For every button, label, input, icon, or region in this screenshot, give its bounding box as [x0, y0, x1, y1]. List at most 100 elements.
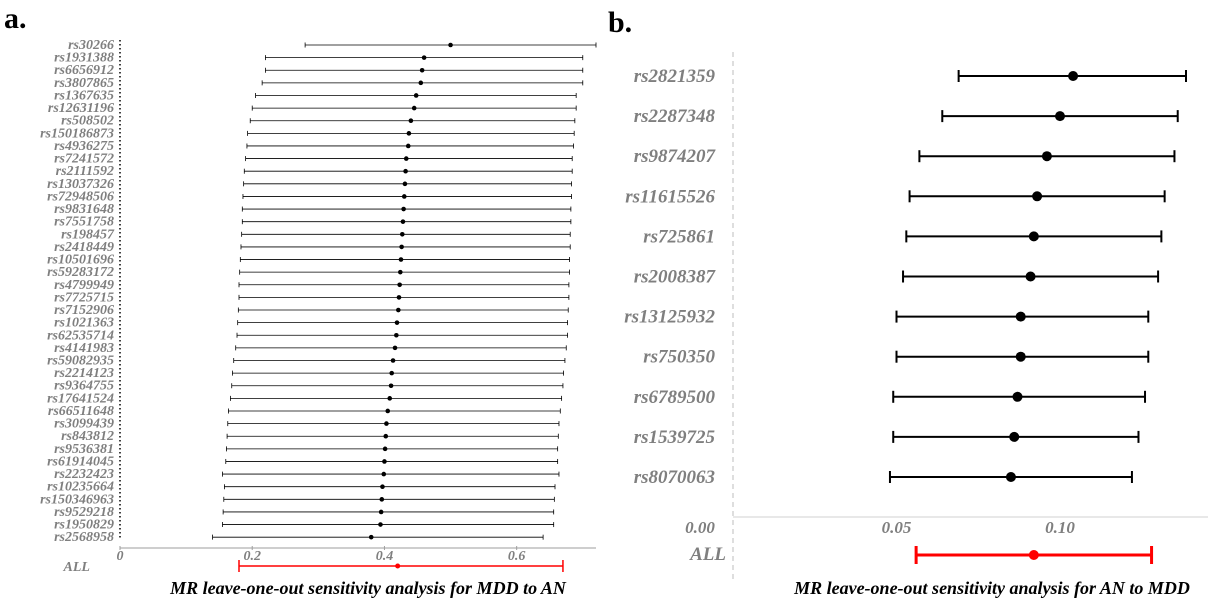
estimate-point	[378, 522, 383, 527]
estimate-point	[383, 433, 389, 439]
estimate-point	[398, 257, 404, 262]
ci-row	[223, 496, 555, 502]
estimate-point	[408, 118, 414, 124]
ci-row	[235, 345, 567, 351]
ci-row	[231, 370, 565, 376]
panel-b-letter: b.	[608, 6, 632, 39]
estimate-point	[1028, 231, 1039, 242]
snp-label: rs750350	[643, 347, 715, 368]
estimate-point	[1025, 271, 1036, 282]
estimate-point	[1068, 71, 1079, 81]
snp-label: rs1021363	[54, 316, 114, 331]
snp-label: rs2418449	[54, 240, 114, 255]
estimate-point	[405, 143, 411, 149]
estimate-point	[399, 232, 405, 237]
estimate-point	[1015, 351, 1026, 362]
overall-estimate-point	[1028, 550, 1039, 560]
overall-ci	[238, 560, 564, 572]
ci-row	[239, 269, 570, 275]
estimate-point	[1055, 111, 1065, 122]
ci-row	[226, 433, 559, 439]
estimate-point	[1032, 191, 1043, 202]
snp-label: rs725861	[643, 226, 715, 247]
estimate-point	[1005, 472, 1016, 482]
snp-label: rs7152906	[54, 303, 114, 318]
snp-label: rs59082935	[47, 354, 114, 369]
ci-row	[233, 358, 566, 363]
snp-label: rs61914045	[47, 454, 114, 469]
ci-row	[251, 105, 577, 111]
snp-label: rs150346963	[40, 492, 114, 507]
snp-label: rs9529218	[54, 505, 114, 520]
estimate-point	[400, 219, 406, 224]
snp-label: rs1539725	[634, 427, 716, 448]
ci-row	[892, 390, 1147, 403]
ci-row	[241, 219, 572, 225]
snp-label: rs150186873	[40, 126, 114, 141]
ci-row	[237, 307, 569, 313]
x-tick-label: 0.4	[376, 549, 394, 564]
panel-a-letter: a.	[4, 2, 27, 35]
ci-row	[247, 130, 575, 136]
snp-label: rs9536381	[54, 442, 114, 457]
ci-row	[895, 350, 1150, 363]
snp-label: rs9364755	[54, 379, 114, 394]
estimate-point	[378, 509, 384, 515]
snp-label: rs1367635	[54, 88, 114, 103]
ci-row	[265, 67, 584, 73]
snp-label: rs62535714	[47, 328, 114, 343]
estimate-point	[411, 105, 417, 111]
panel-b-caption: MR leave-one-out sensitivity analysis fo…	[793, 578, 1190, 598]
ci-row	[941, 110, 1179, 123]
ci-row	[888, 471, 1133, 483]
ci-row	[237, 320, 568, 326]
ci-row	[905, 230, 1163, 243]
estimate-point	[397, 282, 402, 288]
snp-label: rs508502	[61, 114, 114, 129]
panel-b-plot-area: 0.00 0.05 0.10	[685, 52, 1208, 580]
panel-b: b. rs2821359 rs2287348 rs9874207 rs11615526…	[608, 6, 1208, 598]
snp-label: rs59283172	[47, 265, 114, 280]
estimate-point	[388, 383, 394, 389]
snp-label: rs2214123	[54, 366, 114, 381]
estimate-point	[396, 307, 401, 313]
estimate-point	[448, 42, 453, 48]
estimate-point	[379, 497, 385, 502]
ci-row	[225, 458, 559, 464]
snp-label: rs1950829	[54, 518, 114, 533]
estimate-point	[1015, 311, 1026, 322]
ci-row	[957, 70, 1187, 82]
estimate-point	[413, 93, 419, 98]
panel-a-snp-labels: rs30266rs1931388rs6656912rs3807865rs1367…	[40, 38, 115, 575]
estimate-point	[399, 244, 404, 250]
ci-row	[236, 332, 568, 338]
ci-row	[245, 156, 573, 162]
snp-label: rs2232423	[54, 467, 114, 482]
estimate-point	[382, 446, 388, 452]
estimate-point	[387, 396, 393, 401]
estimate-point	[406, 131, 412, 136]
snp-label: rs7241572	[54, 152, 114, 167]
x-tick-label: 0.05	[882, 518, 912, 537]
ci-row	[226, 446, 559, 452]
estimate-point	[368, 534, 374, 540]
snp-label: rs4936275	[54, 139, 114, 154]
ci-row	[243, 181, 572, 187]
ci-row	[231, 383, 564, 389]
estimate-point	[392, 345, 398, 351]
estimate-point	[419, 67, 425, 73]
x-tick-label: 0	[117, 549, 124, 564]
snp-label: rs2287348	[634, 106, 716, 127]
panel-a-plot-area: 0 0.2 0.4 0.6	[117, 40, 597, 572]
estimate-point	[384, 421, 389, 426]
overall-label: ALL	[689, 544, 726, 565]
ci-row	[238, 282, 570, 288]
snp-label: rs6789500	[634, 387, 716, 408]
estimate-point	[381, 471, 387, 477]
snp-label: rs9874207	[634, 146, 717, 167]
estimate-point	[401, 194, 407, 199]
estimate-point	[421, 55, 427, 60]
estimate-point	[403, 168, 408, 174]
snp-label: rs2111592	[56, 164, 114, 179]
snp-label: rs2568958	[54, 530, 114, 545]
